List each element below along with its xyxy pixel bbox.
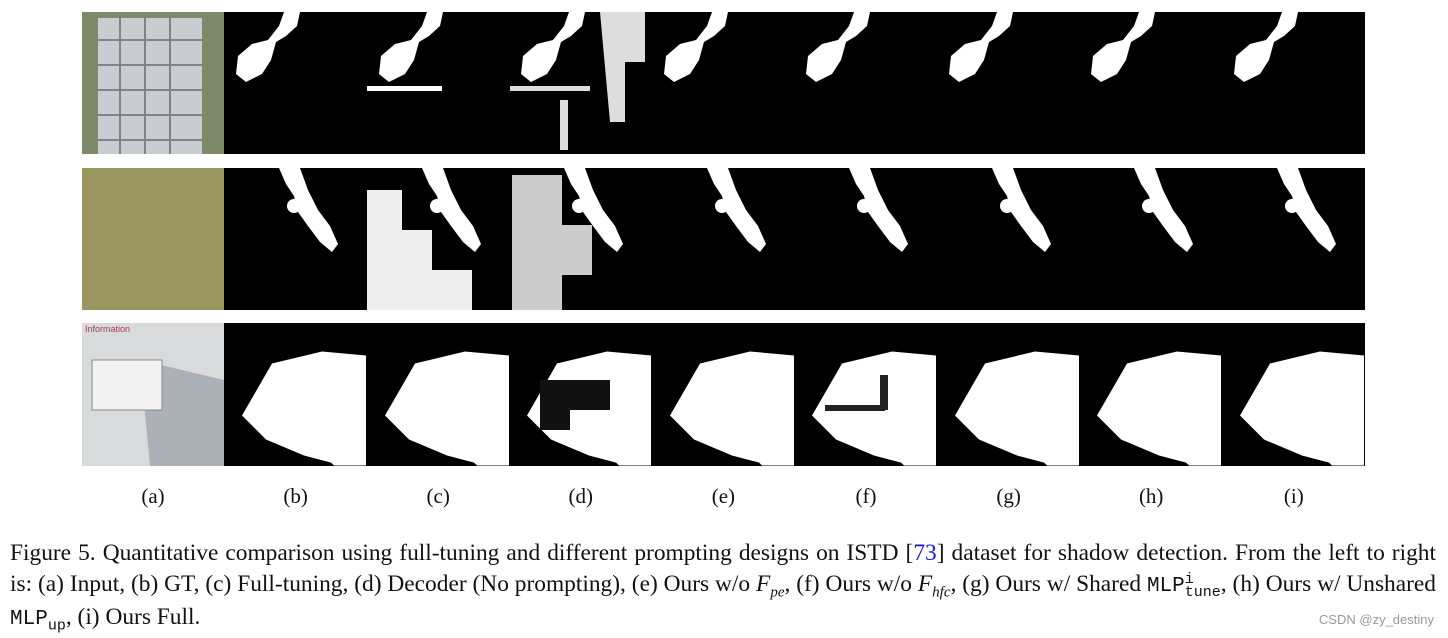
caption: Figure 5. Quantitative comparison using … — [10, 538, 1436, 635]
math-symbol: MLP — [1146, 575, 1185, 598]
mask-noise — [825, 375, 888, 411]
mask-strip — [224, 12, 1365, 154]
mask-noise — [510, 12, 645, 150]
mask-noise — [367, 190, 472, 310]
caption-text: Figure 5. Quantitative comparison using … — [10, 540, 914, 566]
column-label: (b) — [283, 484, 308, 508]
row-2 — [82, 168, 1365, 310]
column-label: (d) — [569, 484, 594, 508]
math-symbol: MLP — [10, 608, 48, 631]
input-map — [91, 359, 163, 411]
caption-text: ] dataset for shadow detection. From the… — [10, 540, 1436, 597]
column-labels: (a) (b) (c) (d) (e) (f) (g) (h) (i) — [141, 484, 1303, 508]
caption-text: , (h) Ours w/ Unshared — [1220, 571, 1437, 597]
math-symbol: F — [917, 571, 933, 597]
column-label: (f) — [856, 484, 877, 508]
figure-grid: Information (a) (b) (c) (d) (e) (f) (g) (h) (i) — [82, 12, 1365, 508]
math-subscript: tune — [1184, 583, 1221, 601]
column-label: (g) — [996, 484, 1021, 508]
math-symbol: F — [756, 571, 771, 597]
column-label: (i) — [1284, 484, 1304, 508]
mask-noise — [512, 175, 592, 310]
column-label: (c) — [427, 484, 450, 508]
row-3: Information — [82, 323, 1365, 466]
sign-text: Information — [85, 324, 130, 334]
mask-noise — [367, 86, 442, 91]
citation[interactable]: 73 — [913, 540, 937, 566]
caption-text: , (g) Ours w/ Shared — [950, 571, 1147, 597]
math-superscript: i — [1184, 570, 1194, 588]
mask-noise — [540, 380, 610, 430]
math-scripts: i tune — [1184, 570, 1221, 601]
watermark: CSDN @zy_destiny — [1318, 612, 1434, 627]
caption-text: , (i) Ours Full. — [65, 604, 201, 630]
math-subscript: up — [47, 617, 66, 635]
math-subscript: hfc — [932, 584, 951, 601]
input-image — [82, 168, 224, 310]
row-1 — [82, 12, 1365, 154]
input-grid — [98, 18, 202, 154]
column-label: (h) — [1139, 484, 1164, 508]
caption-text: , (f) Ours w/o — [784, 571, 918, 597]
column-label: (e) — [712, 484, 735, 508]
column-label: (a) — [141, 484, 164, 508]
math-subscript: pe — [770, 584, 785, 601]
input-pavement — [98, 18, 202, 154]
